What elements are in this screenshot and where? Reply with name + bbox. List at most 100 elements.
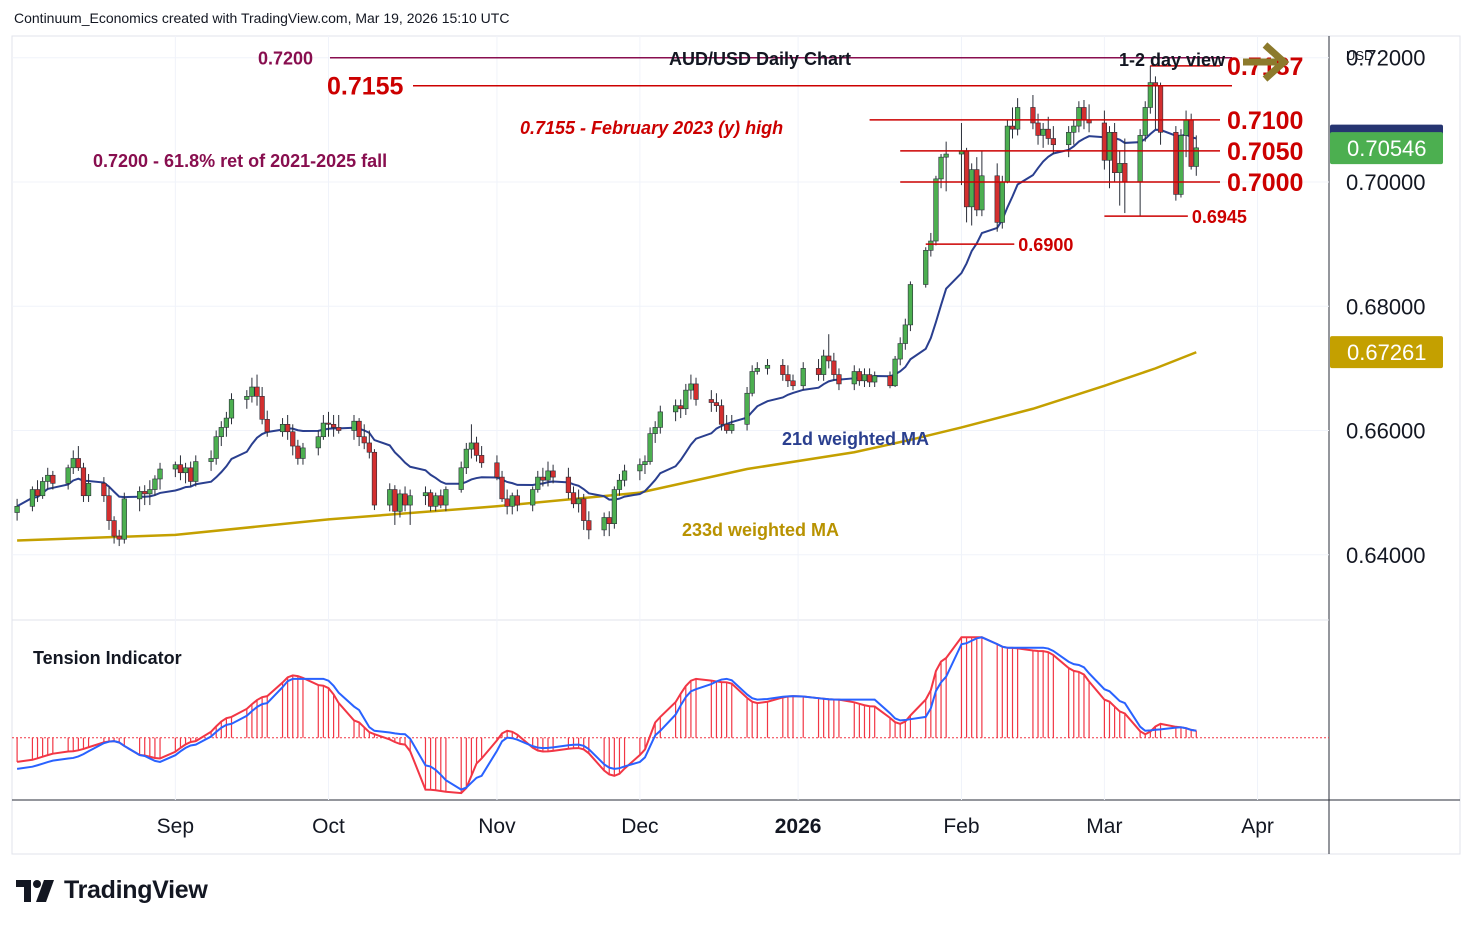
candle: [300, 442, 306, 465]
candle: [923, 247, 929, 288]
annotation-fib-retracement: 0.7200 - 61.8% ret of 2021-2025 fall: [93, 151, 387, 171]
candle-body: [182, 467, 189, 474]
candle-body: [815, 368, 822, 375]
candle-body: [213, 436, 219, 459]
candle-body: [606, 517, 612, 525]
x-tick-label: 2026: [775, 815, 822, 838]
candle: [177, 455, 184, 481]
candle: [979, 150, 985, 217]
candle: [1137, 129, 1143, 217]
candle-body: [851, 371, 857, 385]
candle: [831, 352, 837, 381]
candle-body: [392, 489, 398, 512]
candle: [540, 467, 546, 487]
candle: [45, 467, 51, 490]
candle: [1040, 122, 1046, 148]
candle-body: [479, 455, 485, 464]
candle-body: [1081, 107, 1087, 121]
tradingview-logo[interactable]: TradingView: [16, 876, 208, 905]
candle: [866, 368, 873, 388]
candle: [351, 414, 357, 440]
candle: [938, 154, 944, 189]
candle-body: [101, 483, 107, 497]
candle: [438, 489, 444, 509]
x-tick-label: Nov: [478, 815, 516, 838]
candle-body: [402, 493, 408, 506]
candle: [999, 175, 1005, 229]
candle: [392, 485, 398, 525]
candle: [897, 337, 903, 366]
currency-label: USD: [1346, 48, 1373, 63]
candle: [433, 492, 439, 512]
candle-body: [963, 150, 970, 208]
candle-body: [1040, 128, 1046, 136]
candle-body: [892, 358, 898, 387]
candle: [673, 399, 679, 422]
candle: [213, 430, 219, 465]
candle-body: [172, 464, 178, 470]
tension-line: [16, 636, 1197, 795]
candle-body: [1045, 128, 1051, 139]
y-tick-label: 0.68000: [1346, 294, 1426, 319]
candle-body: [157, 468, 163, 480]
candle-body: [887, 375, 893, 387]
candle: [29, 486, 36, 512]
x-tick-label: Mar: [1086, 815, 1122, 838]
candle-body: [1050, 138, 1056, 146]
candle: [606, 511, 612, 537]
candle: [443, 486, 449, 512]
candle-body: [616, 479, 623, 490]
candle: [764, 359, 771, 375]
candle: [581, 493, 587, 530]
candle: [366, 430, 372, 459]
candle-body: [228, 399, 235, 419]
candle-body: [831, 360, 837, 375]
candle: [780, 359, 786, 381]
price-axis: 0.64000 0.66000 0.68000 0.70000 0.72000: [1346, 46, 1426, 568]
candle-body: [836, 374, 842, 385]
candle-body: [570, 492, 577, 505]
candle-body: [315, 436, 321, 449]
candle: [468, 424, 475, 459]
candle: [688, 374, 694, 400]
candle: [969, 163, 975, 226]
candle: [657, 405, 663, 434]
candle-body: [361, 436, 367, 444]
candle-body: [1183, 119, 1189, 136]
candle: [851, 365, 857, 391]
candle-body: [499, 476, 505, 500]
candle-body: [790, 380, 796, 387]
candle-body: [504, 498, 510, 507]
candle: [1112, 122, 1118, 182]
tradingview-wordmark: TradingView: [64, 876, 208, 904]
x-tick-label: Sep: [157, 815, 194, 838]
candle-body: [177, 464, 184, 474]
candle: [157, 462, 163, 490]
candle-body: [208, 458, 214, 462]
candle: [887, 371, 893, 389]
price-badge-bg: [1330, 132, 1443, 165]
candle: [872, 371, 878, 388]
candle-body: [576, 498, 582, 505]
candle-body: [642, 461, 648, 465]
candle-body: [254, 386, 260, 397]
ma21-path: [16, 128, 1197, 508]
candle-body: [535, 476, 541, 490]
candle: [693, 377, 699, 406]
time-axis: Sep Oct Nov Dec 2026 Feb Mar Apr: [157, 815, 1274, 838]
candle-body: [1009, 125, 1016, 130]
candle: [285, 414, 291, 440]
candle: [315, 430, 321, 456]
price-badge-label: 0.70546: [1347, 136, 1427, 161]
candle: [152, 475, 158, 496]
candle: [172, 461, 178, 478]
candle: [647, 427, 653, 465]
candle-body: [152, 478, 158, 490]
candle: [545, 461, 551, 487]
candle-body: [509, 495, 515, 507]
candle: [295, 439, 301, 465]
candle: [718, 399, 725, 431]
candle-body: [45, 474, 51, 482]
candle: [458, 461, 464, 493]
